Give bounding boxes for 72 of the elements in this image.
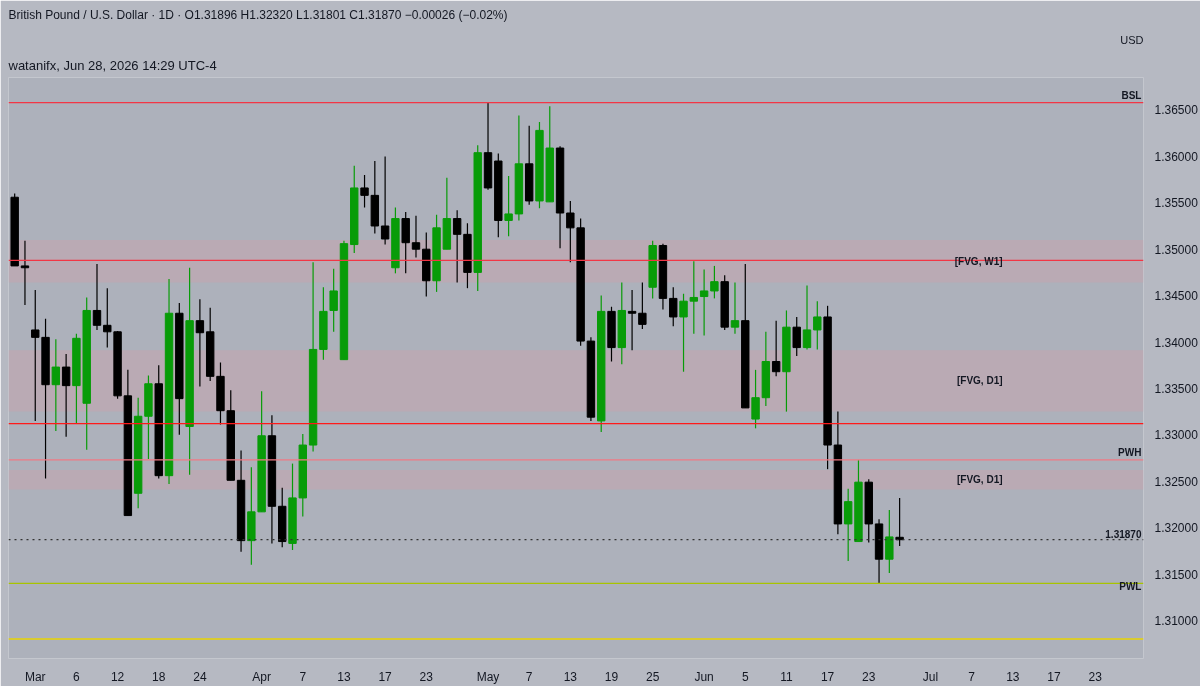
x-tick-label: Jun — [694, 669, 714, 684]
x-tick-label: 18 — [152, 669, 166, 684]
x-tick-label: 6 — [73, 669, 81, 684]
band-label: [FVG, D1] — [956, 474, 1003, 486]
y-tick-label: 1.32500 — [1154, 474, 1199, 489]
x-tick-label: Jul — [922, 669, 939, 684]
y-tick-label: 1.31000 — [1154, 613, 1199, 628]
chart-title: British Pound / U.S. Dollar · 1D · O1.31896 H1.32320 L1.31801 C1.31870 −0.00026 (−0.02%) — [8, 7, 508, 22]
ref-line-label: PWL — [1119, 581, 1142, 593]
y-tick-label: 1.31500 — [1154, 567, 1199, 582]
x-tick-label: 13 — [563, 669, 578, 684]
candlestick — [452, 209, 462, 284]
x-tick-label: 13 — [1006, 669, 1020, 684]
y-tick-label: 1.34000 — [1154, 335, 1199, 350]
candlestick — [31, 289, 40, 422]
ref-line-label: PWH — [1118, 446, 1142, 458]
text: watanifx, Jun 28, 2026 14:29 UTC-4 — [7, 57, 217, 73]
x-tick-label: 25 — [645, 669, 660, 684]
x-tick-label: Mar — [24, 669, 46, 684]
x-tick-label: Apr — [252, 669, 271, 684]
x-tick-label: 7 — [525, 669, 533, 684]
candlestick — [380, 155, 390, 246]
candlestick — [802, 284, 812, 351]
ref-line-label: 1.31870 — [1105, 528, 1142, 540]
y-tick-label: 1.36000 — [1154, 149, 1199, 164]
candlestick — [771, 320, 781, 377]
candlestick — [411, 215, 421, 259]
candlestick — [669, 286, 678, 327]
x-tick-label: 23 — [1088, 669, 1103, 684]
ref-line-label: BSL — [1121, 89, 1142, 101]
candlestick — [638, 282, 647, 330]
x-tick-label: 7 — [299, 669, 307, 684]
candlestick — [813, 300, 822, 351]
band-label: [FVG, D1] — [956, 375, 1003, 387]
y-tick-label: 1.32000 — [1154, 521, 1199, 536]
x-tick-label: 23 — [862, 669, 876, 684]
x-tick-label: 5 — [741, 669, 749, 684]
x-tick-label: 7 — [968, 669, 976, 684]
x-tick-label: 23 — [419, 669, 434, 684]
candlestick — [195, 298, 205, 388]
candlestick — [504, 175, 513, 237]
candlestick — [566, 200, 575, 263]
candlestick — [20, 240, 30, 306]
candlestick — [689, 260, 699, 335]
x-tick-label: 24 — [193, 669, 207, 684]
x-tick-label: May — [476, 669, 500, 684]
candlestick — [61, 353, 71, 438]
candlestick — [710, 265, 719, 299]
x-tick-label: 17 — [378, 669, 393, 684]
x-tick-label: 11 — [780, 669, 793, 684]
candlestick — [103, 287, 112, 349]
y-tick-label: 1.33500 — [1154, 381, 1199, 396]
candlestick — [92, 263, 102, 331]
y-tick-label: 1.35500 — [1154, 196, 1199, 211]
candlestick — [730, 282, 740, 335]
y-tick-label: 1.33000 — [1154, 428, 1199, 443]
x-tick-label: 12 — [110, 669, 125, 684]
x-tick-label: 19 — [604, 669, 619, 684]
candlestick — [627, 289, 637, 351]
text: USD — [1120, 33, 1144, 46]
y-tick-label: 1.36500 — [1154, 103, 1199, 118]
x-tick-label: 17 — [1047, 669, 1061, 684]
candlestick — [679, 293, 688, 373]
candlestick — [329, 268, 338, 333]
candlestick — [699, 269, 709, 337]
candlestick — [51, 338, 61, 432]
y-tick-label: 1.35000 — [1154, 242, 1199, 257]
x-tick-label: 13 — [337, 669, 351, 684]
candlestick — [885, 509, 894, 574]
y-tick-label: 1.34500 — [1154, 289, 1199, 304]
candlestick — [792, 316, 801, 357]
x-tick-label: 17 — [820, 669, 835, 684]
